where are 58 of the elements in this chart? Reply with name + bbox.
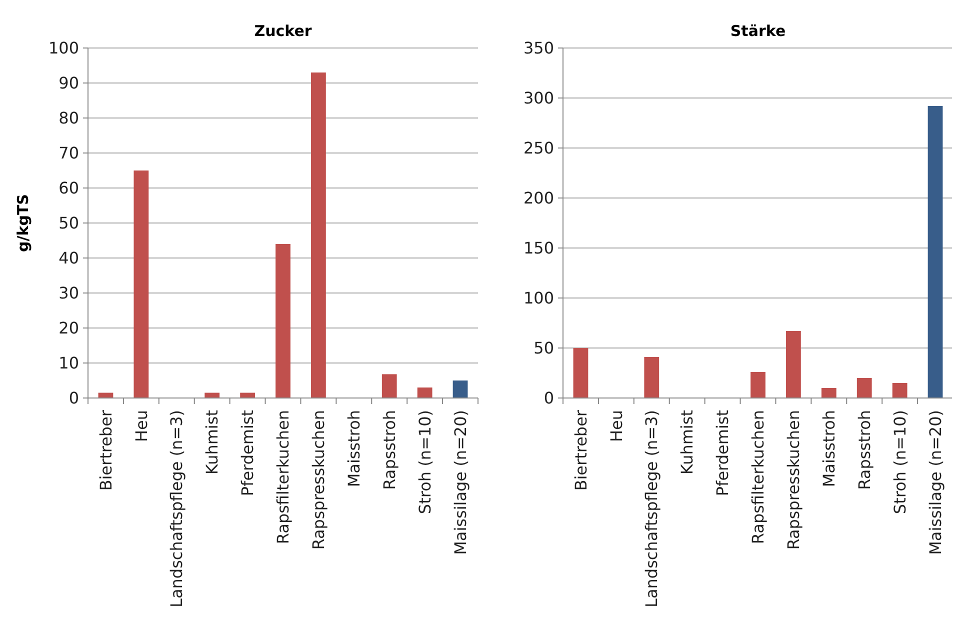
x-tick-label: Pferdemist	[238, 410, 258, 496]
x-tick-label: Rapspresskuchen	[309, 410, 328, 550]
x-tick-label: Landschaftspflege (n=3)	[642, 410, 662, 608]
y-tick-label: 250	[523, 138, 554, 158]
bar	[892, 383, 908, 398]
x-tick-label: Stroh (n=10)	[415, 410, 434, 514]
x-tick-label: Kuhmist	[678, 410, 697, 475]
x-tick-label: Maisstroh	[820, 410, 839, 488]
x-tick-label: Landschaftspflege (n=3)	[167, 410, 186, 608]
bar	[417, 388, 432, 398]
y-tick-label: 350	[523, 38, 554, 58]
bar	[821, 388, 836, 398]
x-tick-label: Rapsstroh	[380, 410, 399, 490]
chart-title: Stärke	[730, 22, 786, 40]
y-tick-label: 150	[523, 238, 554, 258]
x-tick-label: Maisstroh	[344, 410, 364, 488]
bar	[382, 374, 397, 398]
y-axis-title: g/kgTS	[14, 194, 32, 252]
x-tick-label: Pferdemist	[713, 410, 732, 496]
x-tick-label: Kuhmist	[202, 410, 222, 475]
x-tick-label: Maissilage (n=20)	[926, 410, 945, 555]
bar	[786, 331, 801, 398]
x-tick-label: Maissilage (n=20)	[450, 410, 470, 555]
x-tick-label: Heu	[606, 410, 626, 442]
bar	[134, 170, 149, 398]
bar	[573, 348, 588, 398]
y-tick-label: 80	[58, 108, 79, 128]
y-tick-label: 10	[58, 354, 79, 373]
bar	[452, 380, 468, 398]
y-tick-label: 40	[58, 248, 79, 268]
y-tick-label: 50	[58, 214, 79, 233]
bar	[856, 378, 872, 398]
chart-title: Zucker	[254, 22, 312, 40]
y-tick-label: 20	[58, 318, 79, 338]
bar	[928, 106, 943, 398]
bar	[311, 72, 326, 398]
x-tick-label: Heu	[132, 410, 151, 442]
y-tick-label: 100	[48, 38, 79, 58]
x-tick-label: Rapsfilterkuchen	[274, 410, 293, 544]
x-tick-label: Biertreber	[571, 410, 590, 491]
x-tick-label: Biertreber	[96, 410, 116, 491]
y-tick-label: 100	[523, 288, 554, 308]
y-tick-label: 0	[68, 388, 79, 408]
bar	[750, 372, 766, 398]
x-tick-label: Rapspresskuchen	[784, 410, 804, 550]
bar	[644, 357, 660, 398]
x-tick-label: Stroh (n=10)	[890, 410, 910, 514]
y-tick-label: 300	[523, 88, 554, 108]
y-tick-label: 200	[523, 188, 554, 208]
x-tick-label: Rapsfilterkuchen	[748, 410, 768, 544]
y-tick-label: 70	[58, 144, 79, 163]
x-tick-label: Rapsstroh	[854, 410, 874, 490]
y-tick-label: 90	[58, 74, 79, 93]
y-tick-label: 0	[544, 388, 554, 408]
bar	[276, 244, 290, 398]
y-tick-label: 60	[58, 178, 79, 198]
y-tick-label: 30	[58, 284, 79, 303]
y-tick-label: 50	[534, 338, 554, 358]
